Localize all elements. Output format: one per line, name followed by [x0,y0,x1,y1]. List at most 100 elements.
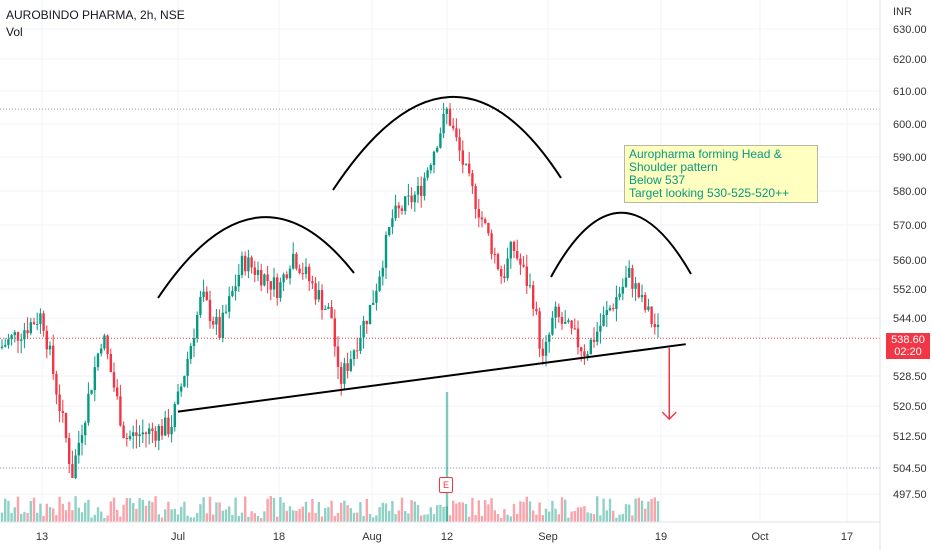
volume-bar [400,497,404,522]
volume-bar [426,514,429,522]
volume-bar [336,512,340,522]
volume-bar [340,502,343,522]
volume-bar [352,512,356,522]
candle-body [74,455,77,478]
candle-body [340,366,343,384]
candle-body [0,346,4,348]
volume-bar [90,517,93,522]
volume-bar [496,514,500,522]
earnings-marker[interactable]: E [439,477,453,493]
volume-bar [570,511,573,522]
candle-body [234,286,237,292]
candle-body [208,299,212,322]
candle-body [304,266,308,275]
candle-body [231,291,234,297]
volume-bar [285,510,288,522]
candle-body [154,431,157,441]
candle-body [330,306,333,319]
volume-bar [4,498,7,522]
candle-body [647,306,650,310]
volume-bar [605,510,608,522]
volume-bar [224,509,228,522]
volume-bar [608,498,612,522]
volume-bar [368,513,372,522]
neckline [177,343,686,413]
candle-body [458,137,461,151]
candle-body [103,335,106,349]
candle-body [564,322,567,324]
candle-body [13,332,16,336]
candle-body [359,337,362,351]
candle-body [493,254,496,256]
price-axis: 630.00 620.00 610.00 600.00 590.00 580.00 570.… [879,0,927,550]
candle-body [224,311,228,313]
candle-body [176,391,180,405]
volume-bar [151,502,154,522]
candle-body [653,324,656,328]
candle-body [439,133,442,148]
candle-body [608,308,612,311]
time-axis: 13 Jul 18 Aug 12 Sep 19 Oct 17 [0,521,880,543]
candle-body [183,375,186,387]
time-tick-label: 17 [841,531,853,543]
volume-bar [381,502,384,522]
volume-bar-spike [445,392,449,522]
volume-bar [208,496,212,522]
time-tick-label: 18 [273,531,285,543]
left-shoulder-arc [157,216,355,299]
candle-body [151,428,154,432]
volume-bar [327,507,330,522]
candle-body [624,277,628,287]
price-tick-label: 600.00 [893,119,927,131]
candle-body [16,332,20,341]
candle-body [288,268,292,279]
chart-grid [0,0,880,522]
price-tick-label: 497.50 [893,489,927,501]
pattern-note[interactable]: Auropharma forming Head & Shoulder patte… [624,145,818,203]
volume-bar [378,507,381,522]
candle-body [218,316,221,338]
candle-body [381,267,384,277]
candle-body [167,417,170,435]
candle-body [576,328,580,348]
volume-bar [84,502,87,522]
candle-body [487,222,490,234]
candle-body [148,428,151,435]
candle-body [474,186,477,210]
volume-bar [103,517,106,522]
volume-bar [388,510,391,522]
candle-body [548,334,551,342]
candlesticks [0,102,660,480]
volume-bar [16,496,20,522]
volume-bar [474,515,477,522]
candle-body [308,266,311,282]
candle-body [631,268,634,289]
volume-bar [461,502,464,522]
volume-bar [557,514,560,522]
candle-body [644,295,647,310]
candle-body [522,264,525,267]
candle-body [423,177,426,196]
volume-bar [52,508,55,522]
candle-body [320,290,324,311]
candle-body [544,341,548,356]
volume-bar [394,514,397,522]
volume-bar [551,500,554,522]
volume-bar [144,505,148,522]
candle-body [205,291,208,300]
symbol-title: AUROBINDO PHARMA, 2h, NSE [6,8,185,22]
volume-bar [160,517,164,522]
candle-body [375,290,378,303]
price-tick-label: 552.00 [893,284,927,296]
bar-countdown: 02:20 [894,346,922,358]
candle-body [228,296,231,312]
candle-body [413,194,416,203]
volume-bar [48,507,52,522]
volume-bar [541,515,544,522]
right-shoulder-arc [550,211,692,278]
candle-body [125,438,128,440]
candle-body [528,285,532,287]
volume-indicator-label[interactable]: Vol [6,25,23,39]
volume-bar [135,508,138,522]
